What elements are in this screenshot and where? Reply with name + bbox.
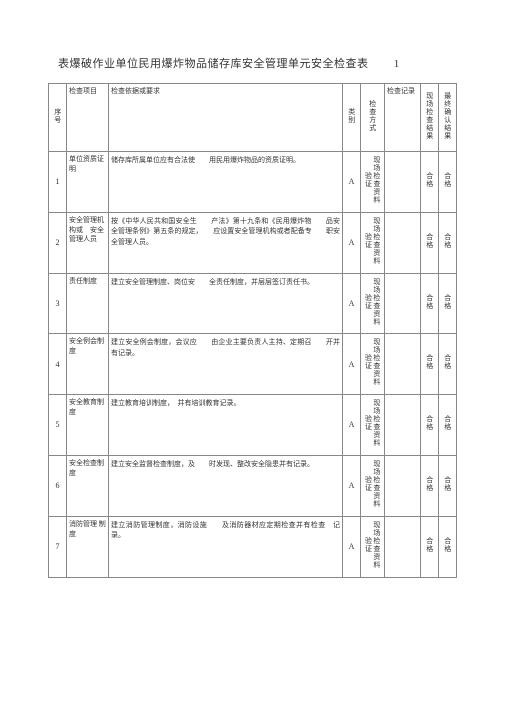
- cell-item: 安全教育制度: [67, 395, 109, 456]
- col-header-record: 检查记录: [385, 84, 421, 152]
- cell-record: [385, 212, 421, 273]
- cell-method: 现场检查资料验证: [361, 152, 385, 213]
- cell-seq: 7: [49, 516, 67, 577]
- cell-requirement: 储存库所属单位应有合法使 用民用爆炸物品的资质证明。: [109, 152, 343, 213]
- cell-method: 现场检查资料验证: [361, 455, 385, 516]
- table-header-row: 序号 检查项目 检查依据或要求 类别 检查方式 检查记录 现场检查结果 最终确认…: [49, 84, 457, 152]
- cell-final-result: 合格: [439, 455, 457, 516]
- cell-requirement: 按《中华人民共和国安全生 产法》第十九条和《民用爆炸物 品安全管理条例》第五条的…: [109, 212, 343, 273]
- cell-requirement: 建立安全管理制度、岗位安 全责任制度，并层层签订责任书。: [109, 273, 343, 334]
- cell-requirement: 建立消防管理制度，消防设施 及消防器材应定期检查并有检查 记录。: [109, 516, 343, 577]
- cell-method: 现场检查资料验证: [361, 212, 385, 273]
- cell-item: 安全检查制度: [67, 455, 109, 516]
- cell-requirement: 建立教育培训制度， 并有培训教育记录。: [109, 395, 343, 456]
- cell-seq: 4: [49, 334, 67, 395]
- cell-item: 安全例会制度: [67, 334, 109, 395]
- cell-record: [385, 152, 421, 213]
- table-row: 3责任制度建立安全管理制度、岗位安 全责任制度，并层层签订责任书。A现场检查资料…: [49, 273, 457, 334]
- table-body: 1单位资质证明储存库所属单位应有合法使 用民用爆炸物品的资质证明。A现场检查资料…: [49, 152, 457, 578]
- cell-final-result: 合格: [439, 516, 457, 577]
- col-header-method: 检查方式: [361, 84, 385, 152]
- cell-category: A: [343, 516, 361, 577]
- cell-category: A: [343, 273, 361, 334]
- cell-final-result: 合格: [439, 395, 457, 456]
- cell-method: 现场检查资料验证: [361, 395, 385, 456]
- cell-site-result: 合格: [421, 152, 439, 213]
- title-text: 表爆破作业单位民用爆炸物品储存库安全管理单元安全检查表: [58, 58, 369, 70]
- col-header-site: 现场检查结果: [421, 84, 439, 152]
- cell-item: 消防管理 制度: [67, 516, 109, 577]
- col-header-requirement: 检查依据或要求: [109, 84, 343, 152]
- cell-category: A: [343, 395, 361, 456]
- table-row: 4安全例会制度建立安全例会制度，会议应 由企业主要负责人主持、定期召 开并有记录…: [49, 334, 457, 395]
- col-header-final: 最终确认结果: [439, 84, 457, 152]
- cell-record: [385, 455, 421, 516]
- table-row: 2安全管理机构或 安全管理人员按《中华人民共和国安全生 产法》第十九条和《民用爆…: [49, 212, 457, 273]
- col-header-item: 检查项目: [67, 84, 109, 152]
- inspection-table: 序号 检查项目 检查依据或要求 类别 检查方式 检查记录 现场检查结果 最终确认…: [48, 83, 457, 578]
- document-title: 表爆破作业单位民用爆炸物品储存库安全管理单元安全检查表 1: [58, 55, 457, 71]
- cell-category: A: [343, 212, 361, 273]
- cell-seq: 1: [49, 152, 67, 213]
- cell-item: 责任制度: [67, 273, 109, 334]
- cell-seq: 2: [49, 212, 67, 273]
- table-row: 1单位资质证明储存库所属单位应有合法使 用民用爆炸物品的资质证明。A现场检查资料…: [49, 152, 457, 213]
- cell-requirement: 建立安全例会制度，会议应 由企业主要负责人主持、定期召 开并有记录。: [109, 334, 343, 395]
- cell-item: 安全管理机构或 安全管理人员: [67, 212, 109, 273]
- cell-site-result: 合格: [421, 395, 439, 456]
- table-row: 7消防管理 制度建立消防管理制度，消防设施 及消防器材应定期检查并有检查 记录。…: [49, 516, 457, 577]
- cell-method: 现场检查资料验证: [361, 516, 385, 577]
- cell-category: A: [343, 152, 361, 213]
- cell-record: [385, 273, 421, 334]
- cell-final-result: 合格: [439, 212, 457, 273]
- cell-method: 现场检查资料验证: [361, 334, 385, 395]
- cell-requirement: 建立安全监督检查制度，及 时发现、整改安全隐患并有记录。: [109, 455, 343, 516]
- cell-record: [385, 395, 421, 456]
- cell-final-result: 合格: [439, 334, 457, 395]
- cell-site-result: 合格: [421, 334, 439, 395]
- cell-seq: 3: [49, 273, 67, 334]
- cell-category: A: [343, 455, 361, 516]
- cell-seq: 5: [49, 395, 67, 456]
- cell-record: [385, 516, 421, 577]
- cell-item: 单位资质证明: [67, 152, 109, 213]
- cell-seq: 6: [49, 455, 67, 516]
- table-row: 6安全检查制度建立安全监督检查制度，及 时发现、整改安全隐患并有记录。A现场检查…: [49, 455, 457, 516]
- col-header-category: 类别: [343, 84, 361, 152]
- cell-category: A: [343, 334, 361, 395]
- cell-final-result: 合格: [439, 152, 457, 213]
- col-header-seq: 序号: [49, 84, 67, 152]
- document-page: 表爆破作业单位民用爆炸物品储存库安全管理单元安全检查表 1 序号 检查项目 检查…: [0, 0, 505, 608]
- cell-record: [385, 334, 421, 395]
- cell-site-result: 合格: [421, 455, 439, 516]
- cell-method: 现场检查资料验证: [361, 273, 385, 334]
- table-row: 5安全教育制度建立教育培训制度， 并有培训教育记录。A现场检查资料验证 合格合格: [49, 395, 457, 456]
- cell-site-result: 合格: [421, 516, 439, 577]
- cell-site-result: 合格: [421, 273, 439, 334]
- cell-site-result: 合格: [421, 212, 439, 273]
- title-number: 1: [394, 58, 400, 70]
- cell-final-result: 合格: [439, 273, 457, 334]
